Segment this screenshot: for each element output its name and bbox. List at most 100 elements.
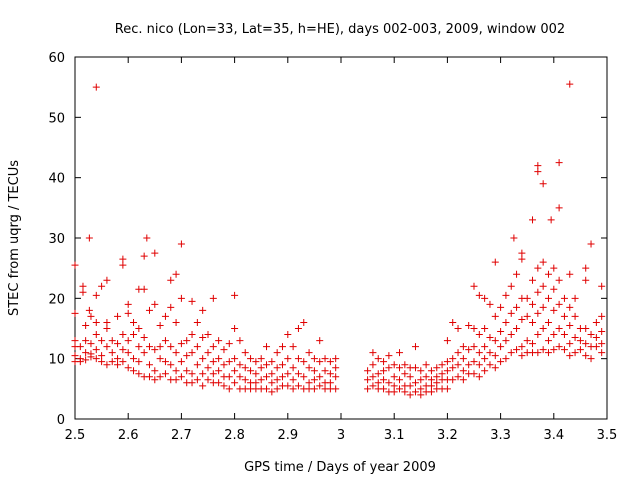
data-point xyxy=(544,349,552,357)
data-point xyxy=(592,318,600,326)
data-point xyxy=(598,340,606,348)
y-tick-label: 0 xyxy=(57,413,65,428)
data-point xyxy=(411,364,419,372)
data-point xyxy=(550,331,558,339)
data-point xyxy=(268,379,276,387)
data-point xyxy=(231,291,239,299)
y-tick-label: 50 xyxy=(48,111,65,126)
data-point xyxy=(555,159,563,167)
data-point xyxy=(161,358,169,366)
data-point xyxy=(547,216,555,224)
data-point xyxy=(529,318,537,326)
data-point xyxy=(98,337,106,345)
data-point xyxy=(225,373,233,381)
data-point xyxy=(507,331,515,339)
data-point xyxy=(592,334,600,342)
data-point xyxy=(257,355,265,363)
data-point xyxy=(177,294,185,302)
data-point xyxy=(518,255,526,263)
data-point xyxy=(598,312,606,320)
data-point xyxy=(199,306,207,314)
data-point xyxy=(560,346,568,354)
data-point xyxy=(433,379,441,387)
data-point xyxy=(92,331,100,339)
data-point xyxy=(390,361,398,369)
data-point xyxy=(220,361,228,369)
data-point xyxy=(396,364,404,372)
data-point xyxy=(332,385,340,393)
data-point xyxy=(193,376,201,384)
data-point xyxy=(273,349,281,357)
data-point xyxy=(188,370,196,378)
data-point xyxy=(510,234,518,242)
data-point xyxy=(273,385,281,393)
data-point xyxy=(236,373,244,381)
data-point xyxy=(103,325,111,332)
data-point xyxy=(209,358,217,366)
data-point xyxy=(151,300,159,308)
data-point xyxy=(247,355,255,363)
data-point xyxy=(87,340,95,348)
data-point xyxy=(305,379,313,387)
data-point xyxy=(177,373,185,381)
data-point xyxy=(475,373,483,381)
data-point xyxy=(497,328,505,336)
data-point xyxy=(534,288,542,296)
data-point xyxy=(177,340,185,348)
x-tick-label: 2.8 xyxy=(224,428,245,443)
data-point xyxy=(582,264,590,272)
data-point xyxy=(289,364,297,372)
data-point xyxy=(98,282,106,290)
data-point xyxy=(114,355,122,363)
data-point xyxy=(247,367,255,375)
data-point xyxy=(172,367,180,375)
x-tick-label: 2.5 xyxy=(65,428,86,443)
data-point xyxy=(193,318,201,326)
data-point xyxy=(369,382,377,390)
data-point xyxy=(566,352,574,360)
data-point xyxy=(438,361,446,369)
data-point xyxy=(71,352,79,360)
data-point xyxy=(79,288,87,296)
data-point xyxy=(167,276,175,284)
data-point xyxy=(268,370,276,378)
data-point xyxy=(582,325,590,332)
data-point xyxy=(534,309,542,317)
data-point xyxy=(454,349,462,357)
data-point xyxy=(79,282,87,290)
data-point xyxy=(566,340,574,348)
data-point xyxy=(427,376,435,384)
data-point xyxy=(502,291,510,299)
data-point xyxy=(396,349,404,357)
data-point xyxy=(374,355,382,363)
data-point xyxy=(310,367,318,375)
data-point xyxy=(475,291,483,299)
data-point xyxy=(231,379,239,387)
data-point xyxy=(497,303,505,311)
x-tick-label: 2.6 xyxy=(118,428,139,443)
data-point xyxy=(92,291,100,299)
data-point xyxy=(427,382,435,390)
data-point xyxy=(449,355,457,363)
data-point xyxy=(305,349,313,357)
data-point xyxy=(326,370,334,378)
data-point xyxy=(438,370,446,378)
data-point xyxy=(481,294,489,302)
data-point xyxy=(85,234,93,242)
data-point xyxy=(145,361,153,369)
data-point xyxy=(263,385,271,393)
data-point xyxy=(284,382,292,390)
data-point xyxy=(114,340,122,348)
data-point xyxy=(119,358,127,366)
data-point xyxy=(411,388,419,396)
data-point xyxy=(124,300,132,308)
data-point xyxy=(534,168,542,176)
data-point xyxy=(172,376,180,384)
data-point xyxy=(443,358,451,366)
data-point xyxy=(241,376,249,384)
data-point xyxy=(177,358,185,366)
data-point xyxy=(534,264,542,272)
data-point xyxy=(411,343,419,351)
data-point xyxy=(289,385,297,393)
